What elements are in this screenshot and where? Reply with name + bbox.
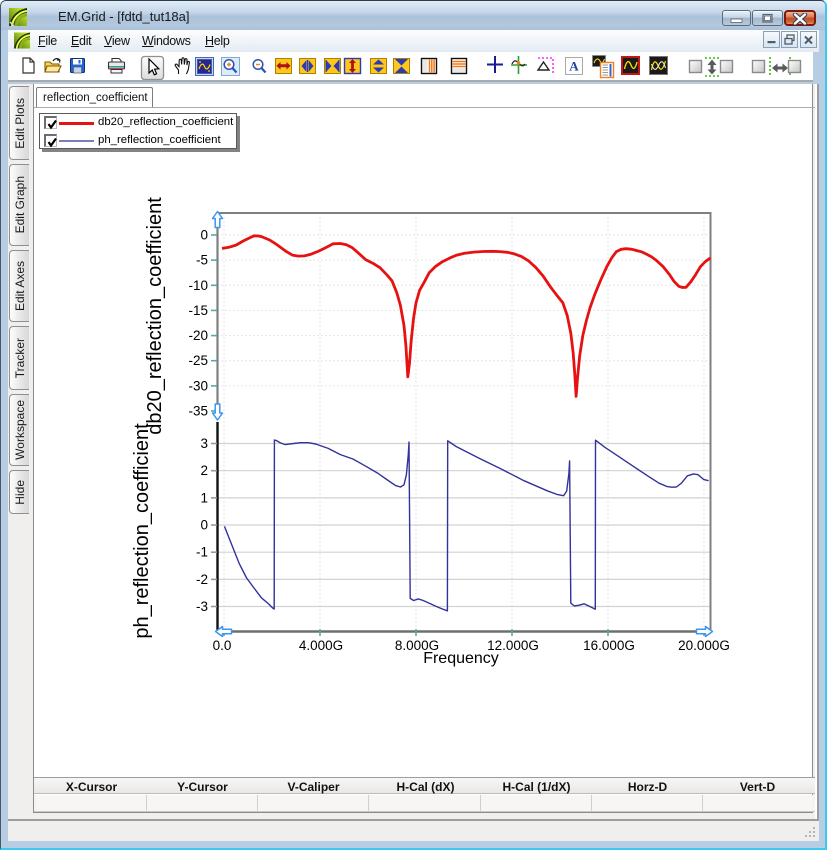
svg-text:db20_reflection_coefficient: db20_reflection_coefficient (144, 197, 166, 435)
svg-text:-25: -25 (188, 353, 208, 368)
svg-text:A: A (569, 59, 579, 74)
svg-text:-20: -20 (188, 328, 208, 343)
svg-text:0: 0 (200, 518, 208, 533)
svg-text:2: 2 (200, 463, 208, 478)
svg-text:-1: -1 (196, 545, 208, 560)
svg-text:-5: -5 (196, 253, 208, 268)
svg-text:-10: -10 (188, 278, 208, 293)
svg-text:Frequency: Frequency (423, 650, 499, 667)
svg-text:8.000G: 8.000G (395, 638, 439, 653)
svg-text:-35: -35 (188, 404, 208, 419)
svg-text:3: 3 (200, 436, 208, 451)
svg-text:-30: -30 (188, 378, 208, 393)
svg-text:-2: -2 (196, 572, 208, 587)
svg-text:0: 0 (200, 228, 208, 243)
svg-text:20.000G: 20.000G (678, 638, 730, 653)
svg-text:0.0: 0.0 (213, 638, 232, 653)
svg-text:-3: -3 (196, 599, 208, 614)
svg-text:ph_reflection_coefficient: ph_reflection_coefficient (131, 423, 153, 639)
svg-text:-15: -15 (188, 303, 208, 318)
svg-text:12.000G: 12.000G (487, 638, 539, 653)
svg-text:4.000G: 4.000G (299, 638, 343, 653)
svg-text:16.000G: 16.000G (583, 638, 635, 653)
svg-text:1: 1 (200, 490, 208, 505)
